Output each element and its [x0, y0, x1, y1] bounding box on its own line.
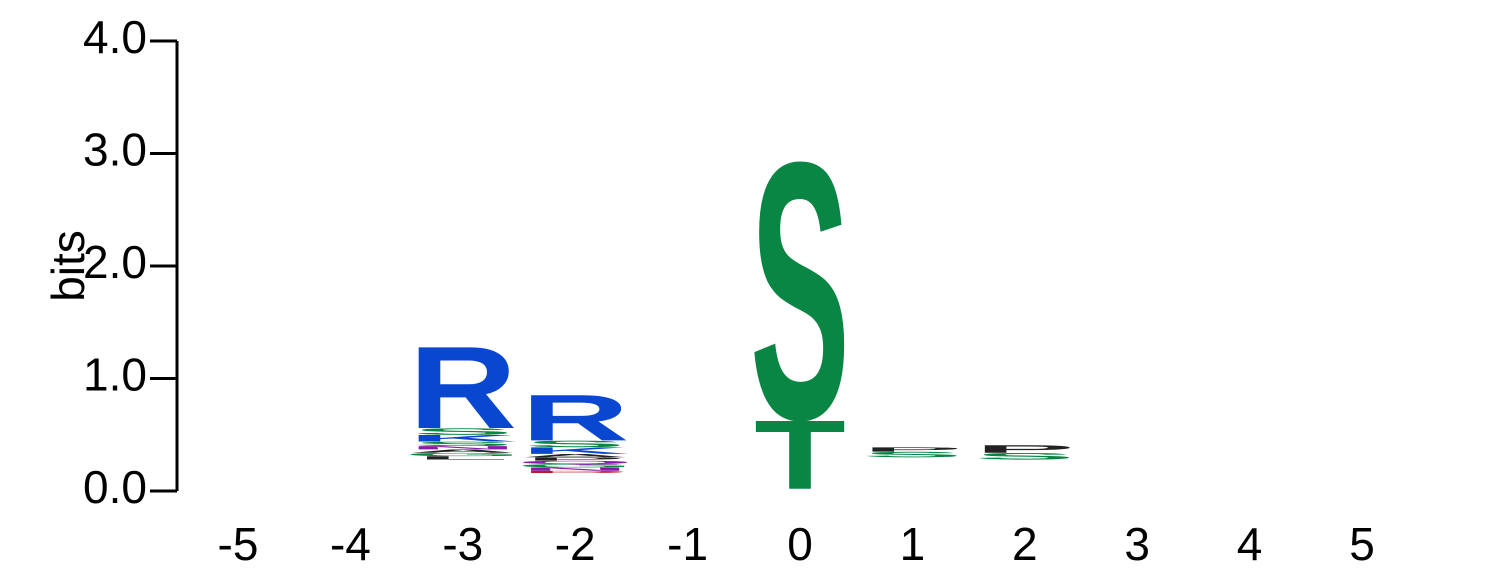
y-tick-label: 2.0 [83, 236, 147, 288]
residue-letter: A [409, 449, 517, 454]
x-tick-label: -1 [667, 518, 708, 570]
residue-letter: P [975, 443, 1075, 455]
residue-letter: G [517, 463, 634, 468]
residue-letter: Q [517, 460, 634, 465]
x-tick-label: -5 [218, 518, 259, 570]
residue-letter: N [409, 445, 517, 450]
letter-stack-pos-1: SP [862, 446, 962, 459]
residue-letter: G [404, 452, 521, 457]
residue-letter: S [413, 440, 513, 447]
residue-letter: S [862, 450, 962, 459]
residue-letter: S [525, 439, 625, 449]
residue-letter: S [975, 451, 1075, 461]
y-axis-label: bits [42, 230, 94, 302]
x-tick-label: 3 [1124, 518, 1150, 570]
x-tick-label: -2 [555, 518, 596, 570]
residue-letter: T [754, 400, 846, 510]
residue-letter: K [409, 433, 517, 443]
y-tick-label: 0.0 [83, 461, 147, 513]
residue-letter: S [750, 87, 850, 497]
y-tick-label: 3.0 [83, 124, 147, 176]
residue-letter: R [521, 381, 629, 455]
x-tick-label: 4 [1237, 518, 1263, 570]
residue-letter: L [417, 455, 509, 460]
x-tick-label: -3 [442, 518, 483, 570]
x-tick-label: 2 [1012, 518, 1038, 570]
x-tick-label: -4 [330, 518, 371, 570]
residue-letter: S [413, 426, 513, 436]
letter-stack-pos-2: SP [975, 443, 1075, 462]
residue-letter: K [521, 445, 629, 455]
x-tick-label: 0 [787, 518, 813, 570]
residue-letter: A [521, 453, 629, 458]
x-ticks: -5 -4 -3 -2 -1 0 1 2 3 4 5 [218, 518, 1375, 570]
x-tick-label: 1 [900, 518, 926, 570]
letter-stack-pos-0: TS [750, 87, 850, 510]
x-tick-label: 5 [1349, 518, 1375, 570]
y-tick-label: 4.0 [83, 11, 147, 63]
residue-letter: N [521, 467, 629, 472]
y-ticks: 0.0 1.0 2.0 3.0 4.0 [83, 11, 177, 513]
residue-letter: P [862, 446, 962, 453]
y-tick-label: 1.0 [83, 349, 147, 401]
residue-letter: P [525, 456, 625, 461]
residue-letter: R [409, 322, 517, 453]
residue-letter: D [521, 470, 629, 473]
